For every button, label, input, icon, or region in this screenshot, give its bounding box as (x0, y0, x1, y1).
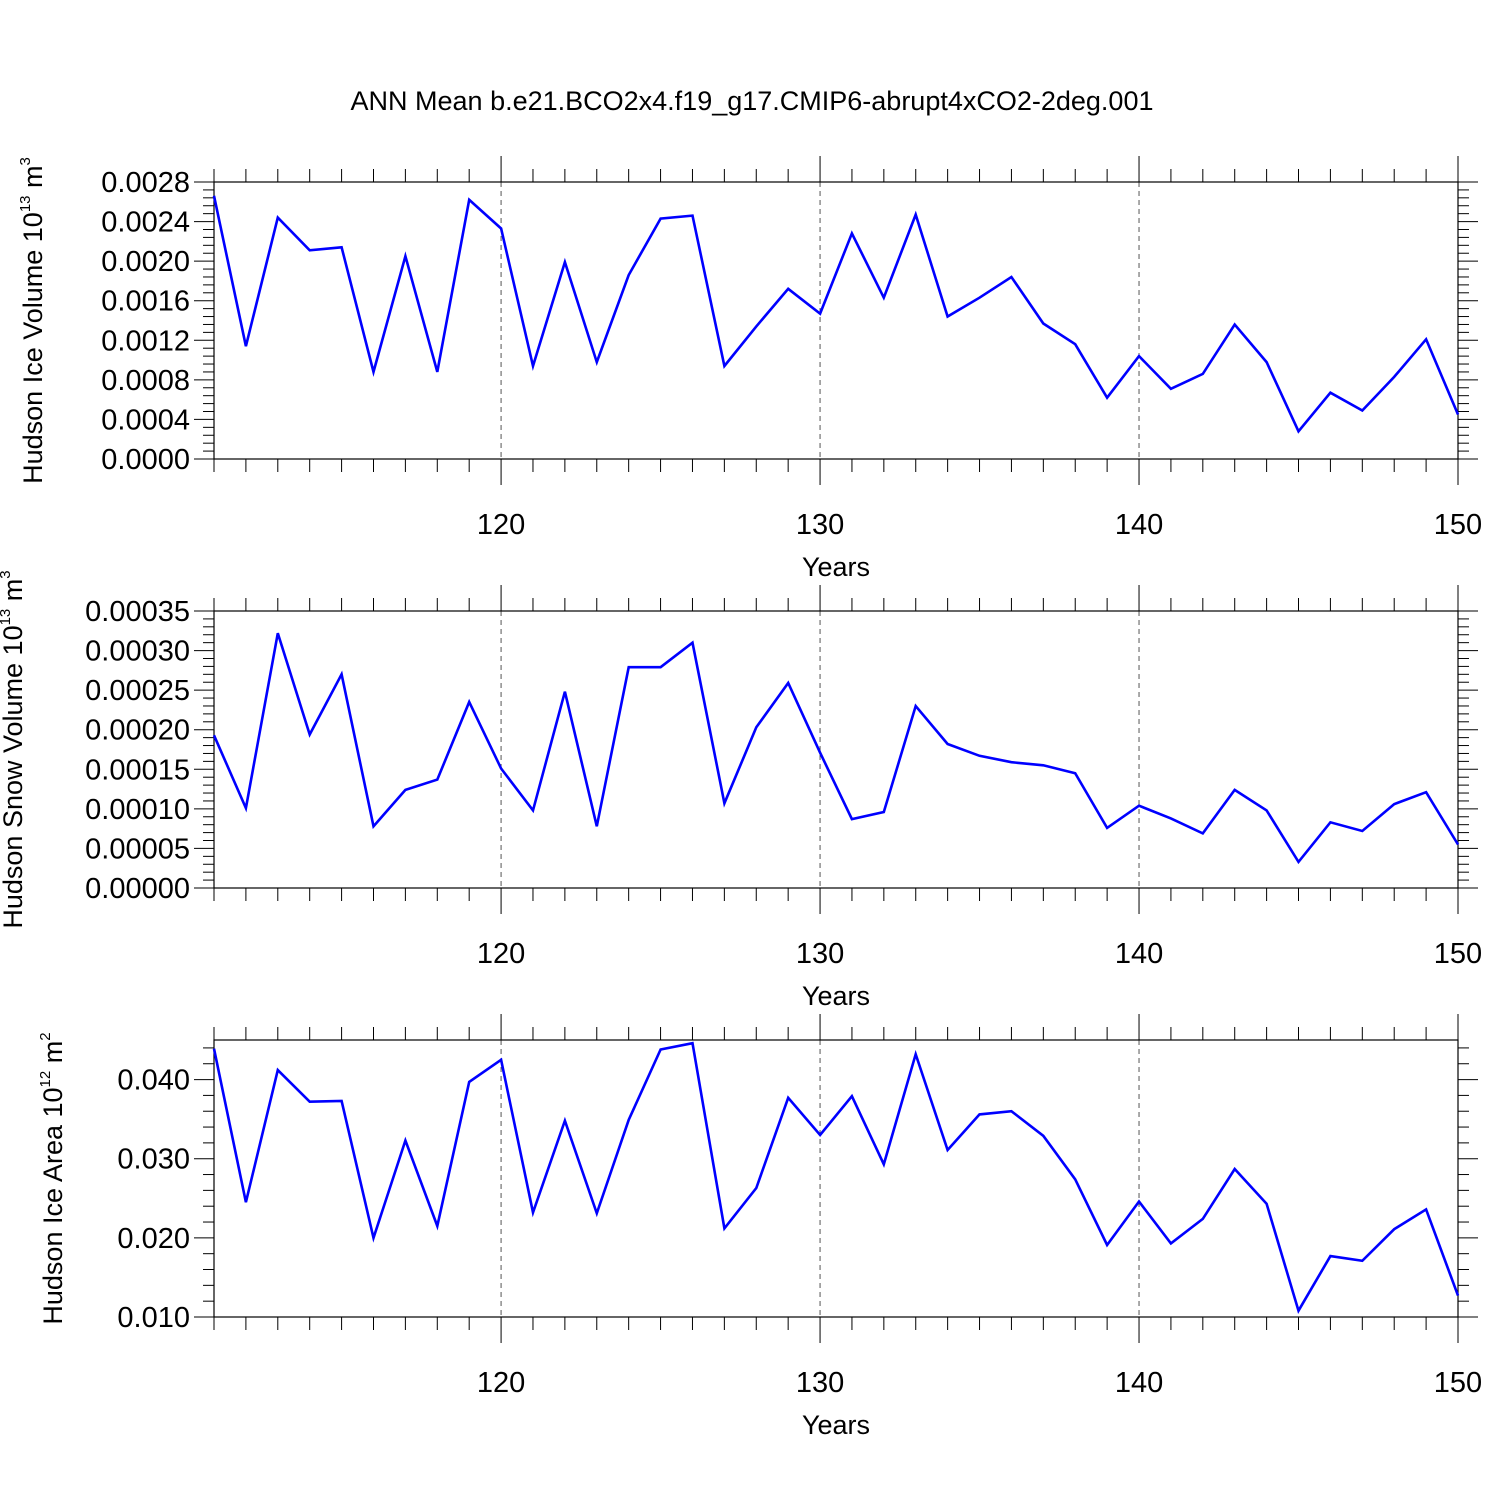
x-tick-label: 150 (1434, 938, 1482, 970)
panel-ice-area: 0.010 0.020 0.030 0.040 120 130 140 150 Years Hud… (37, 1014, 1482, 1440)
x-tick-label: 140 (1115, 1367, 1163, 1399)
y-tick-label: 0.00035 (85, 596, 190, 628)
y-tick-label: 0.00010 (85, 794, 190, 826)
x-axis-label: Years (802, 981, 870, 1011)
series-line-ice-volume (212, 195, 1460, 434)
x-tick-label: 130 (796, 509, 844, 541)
y-tick-label: 0.0024 (101, 207, 190, 239)
panel-ice-volume: 0.0000 0.0004 0.0008 0.0012 0.0016 0.0020 0.00… (17, 156, 1482, 582)
y-tick-label: 0.0028 (101, 167, 190, 199)
y-tick-label: 0.0004 (101, 404, 190, 436)
x-tick-label: 150 (1434, 1367, 1482, 1399)
y-tick-label: 0.0016 (101, 286, 190, 318)
y-tick-label: 0.00025 (85, 675, 190, 707)
series-line-snow-volume (212, 632, 1460, 865)
plot-frame (213, 610, 1459, 889)
x-tick-label: 140 (1115, 938, 1163, 970)
y-tick-label: 0.040 (117, 1065, 190, 1097)
y-tick-label: 0.00020 (85, 715, 190, 747)
x-axis-label: Years (802, 1410, 870, 1440)
series-line-ice-area (212, 1041, 1460, 1314)
y-tick-label: 0.030 (117, 1144, 190, 1176)
plot-frame (213, 1039, 1459, 1318)
y-tick-label: 0.0000 (101, 444, 190, 476)
y-tick-label: 0.00030 (85, 636, 190, 668)
figure-title: ANN Mean b.e21.BCO2x4.f19_g17.CMIP6-abru… (351, 86, 1154, 116)
x-tick-label: 150 (1434, 509, 1482, 541)
x-tick-label: 120 (477, 938, 525, 970)
x-axis-label: Years (802, 552, 870, 582)
y-tick-label: 0.0020 (101, 246, 190, 278)
x-tick-label: 140 (1115, 509, 1163, 541)
y-axis-label: Hudson Ice Area 1012 m2 (37, 1032, 68, 1324)
x-tick-label: 120 (477, 1367, 525, 1399)
x-tick-label: 130 (796, 938, 844, 970)
y-tick-label: 0.00005 (85, 833, 190, 865)
y-tick-label: 0.00015 (85, 754, 190, 786)
y-tick-label: 0.00000 (85, 873, 190, 905)
y-tick-label: 0.020 (117, 1223, 190, 1255)
x-tick-label: 130 (796, 1367, 844, 1399)
y-tick-label: 0.0012 (101, 325, 190, 357)
panel-snow-volume: 0.00000 0.00005 0.00010 0.00015 0.00020 0.000… (0, 570, 1482, 1011)
plot-frame (213, 181, 1459, 460)
y-axis-label: Hudson Snow Volume 1013 m3 (0, 570, 28, 928)
y-tick-label: 0.0008 (101, 365, 190, 397)
y-axis-label: Hudson Ice Volume 1013 m3 (17, 157, 48, 484)
y-tick-label: 0.010 (117, 1302, 190, 1334)
x-tick-label: 120 (477, 509, 525, 541)
